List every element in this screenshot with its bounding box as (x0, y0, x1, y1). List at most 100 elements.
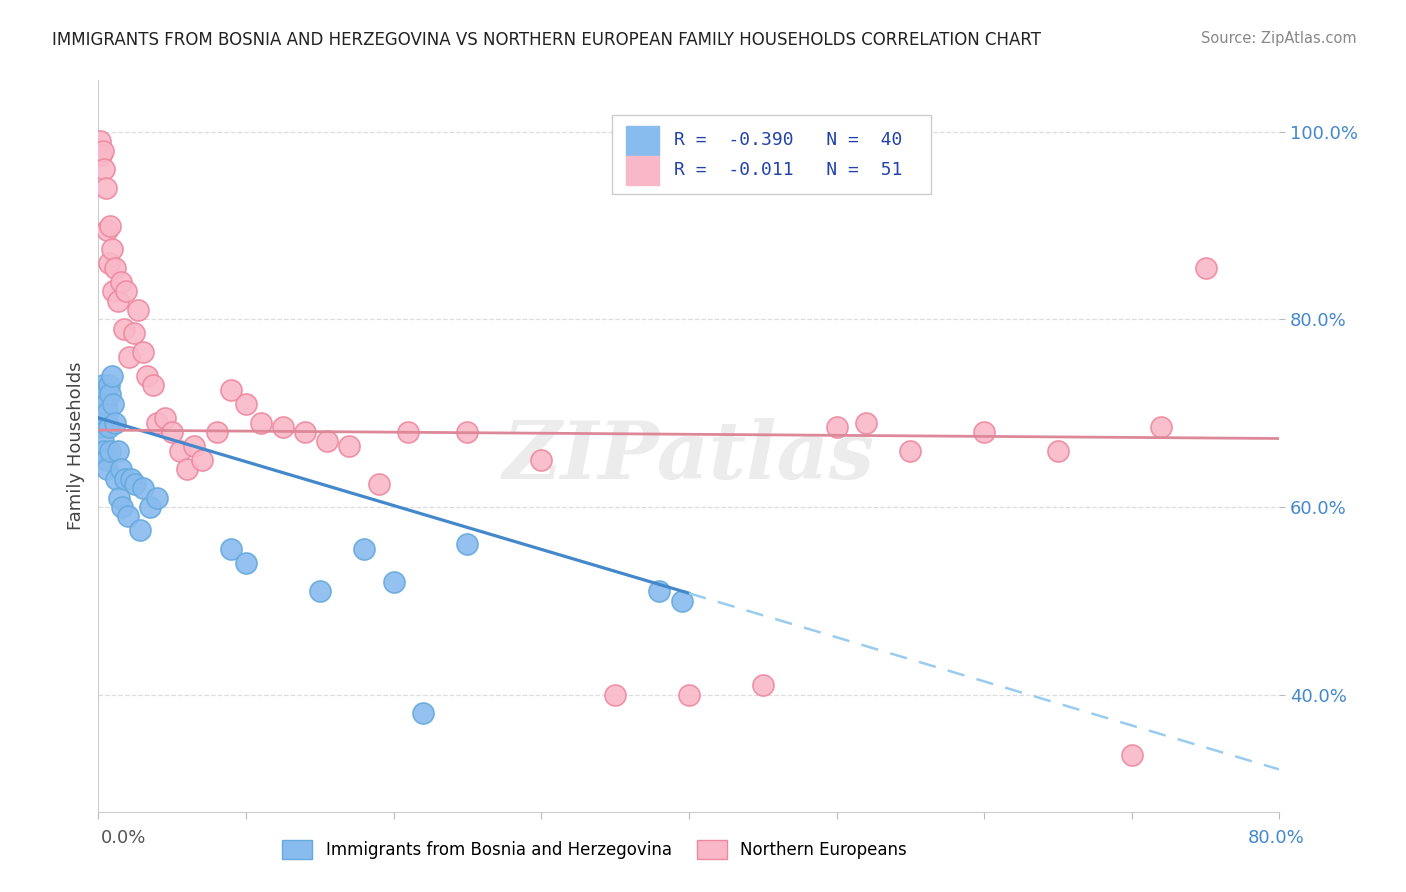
Point (368, 476, 391, 491)
Point (250, 416, 273, 430)
Point (219, 542, 242, 557)
Point (105, 472, 128, 486)
Point (94, 181, 117, 195)
Point (104, 416, 127, 430)
Point (110, 275, 132, 289)
Point (183, 439, 205, 453)
Point (115, 285, 138, 299)
Point (353, 542, 375, 557)
Point (235, 556, 257, 570)
Point (146, 491, 169, 505)
Point (153, 410, 176, 425)
Point (90, 148, 112, 162)
Point (98, 219, 121, 233)
Point (900, 443, 922, 458)
Point (111, 500, 134, 514)
Point (855, 416, 877, 430)
Point (219, 383, 242, 397)
Point (142, 378, 165, 392)
Bar (626, 155, 659, 185)
Point (100, 242, 122, 256)
Point (97, 378, 120, 392)
Point (191, 453, 214, 467)
Point (339, 439, 360, 453)
Point (316, 434, 339, 449)
Point (118, 350, 141, 364)
Point (382, 574, 405, 589)
Point (100, 368, 122, 383)
Text: 0.0%: 0.0% (101, 829, 146, 847)
Point (127, 303, 149, 318)
Point (309, 584, 332, 599)
Point (107, 293, 129, 308)
Point (91, 144, 114, 158)
Text: ZIPatlas: ZIPatlas (503, 418, 875, 496)
Point (110, 462, 132, 476)
Point (89, 420, 111, 434)
Point (112, 322, 135, 336)
Point (1046, 443, 1069, 458)
Point (94, 453, 117, 467)
Text: 80.0%: 80.0% (1249, 829, 1305, 847)
Point (90, 443, 112, 458)
Point (98, 443, 121, 458)
Point (108, 491, 131, 505)
Point (89, 134, 111, 148)
Point (136, 368, 159, 383)
Legend: Immigrants from Bosnia and Herzegovina, Northern Europeans: Immigrants from Bosnia and Herzegovina, … (276, 833, 914, 865)
Point (294, 425, 316, 439)
Point (1121, 748, 1143, 763)
Point (132, 345, 155, 359)
Point (751, 678, 773, 692)
Point (120, 472, 142, 486)
Point (103, 397, 125, 411)
Point (396, 425, 419, 439)
Point (271, 420, 294, 434)
Point (648, 584, 671, 599)
Y-axis label: Family Households: Family Households (66, 362, 84, 530)
Point (205, 425, 228, 439)
Point (91, 434, 114, 449)
Text: IMMIGRANTS FROM BOSNIA AND HERZEGOVINA VS NORTHERN EUROPEAN FAMILY HOUSEHOLDS CO: IMMIGRANTS FROM BOSNIA AND HERZEGOVINA V… (52, 31, 1040, 49)
Point (162, 425, 183, 439)
Point (1195, 260, 1218, 275)
Point (671, 593, 693, 607)
Point (107, 443, 129, 458)
Point (678, 688, 700, 702)
Point (128, 524, 150, 538)
Point (91, 378, 114, 392)
Point (973, 425, 995, 439)
Point (825, 420, 848, 434)
Text: Source: ZipAtlas.com: Source: ZipAtlas.com (1201, 31, 1357, 46)
Point (146, 416, 169, 430)
Point (605, 688, 627, 702)
Point (235, 397, 257, 411)
Point (176, 462, 198, 476)
Point (96, 406, 118, 420)
Point (97, 420, 120, 434)
Point (169, 443, 191, 458)
Point (122, 326, 145, 341)
Point (93, 162, 115, 177)
Point (117, 509, 139, 524)
Point (96, 223, 118, 237)
Point (139, 500, 162, 514)
Point (530, 453, 553, 467)
Point (104, 260, 127, 275)
Point (412, 706, 434, 721)
Point (1150, 420, 1173, 434)
Point (90, 406, 112, 420)
Point (93, 443, 115, 458)
Point (132, 481, 155, 495)
Point (97, 256, 120, 270)
Text: R =  -0.390   N =  40: R = -0.390 N = 40 (673, 131, 903, 149)
Point (124, 476, 146, 491)
Point (98, 387, 121, 401)
Point (114, 472, 136, 486)
Bar (626, 126, 659, 155)
FancyBboxPatch shape (612, 115, 931, 194)
Text: R =  -0.011   N =  51: R = -0.011 N = 51 (673, 161, 903, 179)
Point (96, 462, 118, 476)
Point (456, 425, 478, 439)
Point (456, 537, 478, 551)
